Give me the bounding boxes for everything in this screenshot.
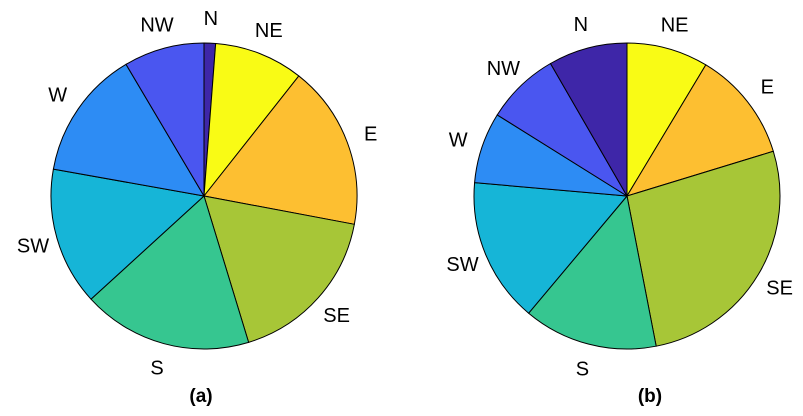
pie-slice-e: [626, 64, 774, 197]
slice-label-e: E: [761, 76, 774, 98]
slice-label-s: S: [576, 358, 589, 380]
pie-slice-sw: [50, 168, 205, 300]
panel-label-b: (b): [638, 386, 662, 407]
pie-slice-s: [528, 195, 657, 350]
slice-label-ne: NE: [255, 20, 283, 42]
pie-chart-b: NE E SE S SW W NW N: [446, 14, 793, 380]
pie-slice-n: [550, 42, 628, 197]
slice-label-nw: NW: [487, 58, 520, 80]
pie-slice-se: [626, 150, 781, 347]
slice-label-se: SE: [766, 278, 793, 300]
slice-label-se: SE: [323, 305, 350, 327]
pie-slice-nw: [125, 42, 205, 197]
slice-label-w: W: [449, 130, 468, 152]
slice-label-s: S: [150, 358, 163, 380]
slice-label-n: N: [204, 8, 218, 30]
pie-slice-w: [52, 63, 205, 197]
slice-label-sw: SW: [17, 236, 49, 258]
slice-label-w: W: [48, 85, 67, 107]
slice-label-n: N: [574, 14, 588, 36]
slice-label-nw: NW: [140, 14, 173, 36]
pie-slice-ne: [203, 42, 300, 197]
pie-slice-s: [90, 195, 250, 350]
panel-label-a: (a): [189, 386, 212, 407]
slice-label-e: E: [364, 124, 377, 146]
slice-label-ne: NE: [661, 15, 689, 37]
slice-label-sw: SW: [446, 254, 478, 276]
pie-slice-e: [203, 75, 358, 225]
pie-slice-ne: [626, 42, 707, 197]
pie-slice-sw: [473, 182, 628, 314]
pie-chart-a: N NE E SE S SW W NW: [17, 8, 377, 380]
pie-slice-se: [203, 195, 355, 343]
